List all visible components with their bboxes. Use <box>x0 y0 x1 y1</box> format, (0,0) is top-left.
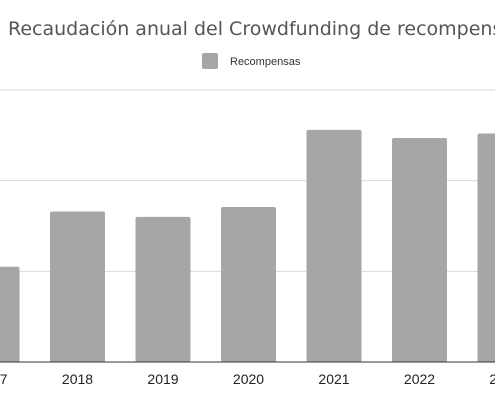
bar-2021 <box>306 129 362 362</box>
legend: Recompensas <box>202 53 301 69</box>
x-tick-label: 2018 <box>62 371 93 387</box>
x-tick-labels: 2017 2018 2019 2020 2021 2022 2023 <box>0 371 495 387</box>
bar-2018 <box>50 211 105 362</box>
x-tick-label: 2020 <box>233 371 264 387</box>
bar-2022 <box>392 138 447 362</box>
x-tick-label: 2019 <box>147 371 178 387</box>
bar-2023 <box>477 133 495 362</box>
chart-title: Recaudación anual del Crowdfunding de re… <box>8 18 495 40</box>
legend-label: Recompensas <box>230 56 301 68</box>
bar-2020 <box>221 206 276 362</box>
x-tick-label: 2021 <box>318 371 349 387</box>
legend-swatch <box>202 53 218 69</box>
bar-2019 <box>135 216 191 362</box>
x-tick-label: 2023 <box>489 371 495 387</box>
bar-2017 <box>0 266 20 362</box>
x-tick-label: 2022 <box>404 371 435 387</box>
bars <box>0 129 495 362</box>
x-tick-label: 2017 <box>0 371 8 387</box>
